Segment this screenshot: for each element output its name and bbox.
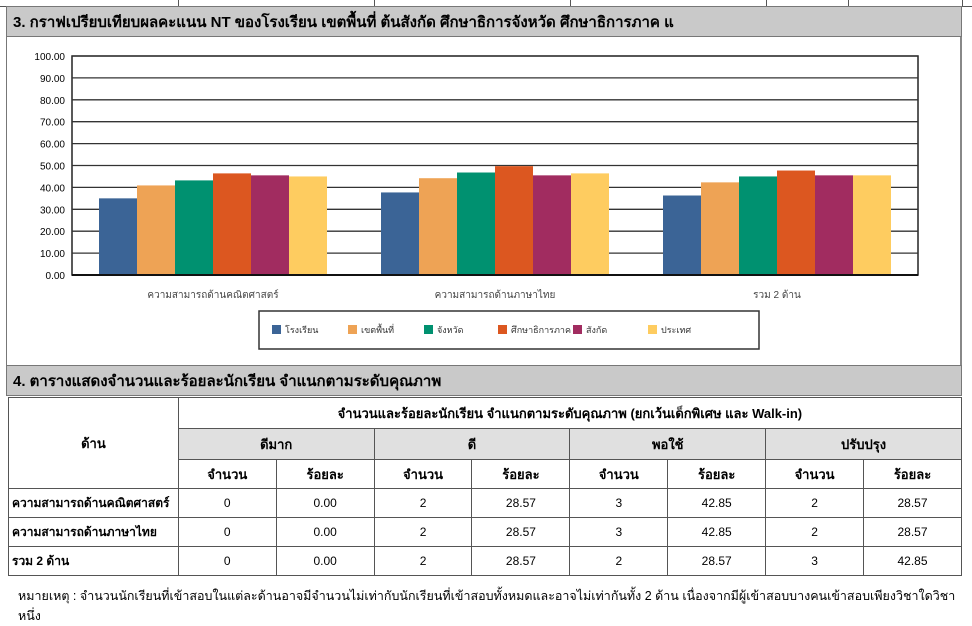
cell-value: 28.57 [471,488,571,518]
cell-value: 3 [569,517,669,547]
legend-label: โรงเรียน [285,325,318,335]
cell-value: 28.57 [471,546,571,576]
bar [815,175,853,275]
bar [663,195,701,275]
bar [419,178,457,275]
count-header: จำนวน [177,459,277,489]
y-tick-label: 0.00 [46,271,66,282]
bar [495,166,533,275]
percent-header: ร้อยละ [275,459,375,489]
row-name: ความสามารถด้านภาษาไทย [8,517,179,547]
cell-value: 42.85 [667,488,767,518]
cell-value: 3 [765,546,865,576]
bar-chart: 0.00 10.00 20.00 30.00 40.00 50.00 60.00 70.00 8… [34,52,919,350]
y-tick-label: 70.00 [40,118,65,129]
bar [137,185,175,275]
x-tick-label: ความสามารถด้านภาษาไทย [435,289,556,301]
table-row: ความสามารถด้านภาษาไทย 0 0.00 2 28.57 3 42.85 2 2… [8,517,962,547]
percent-header: ร้อยละ [471,459,571,489]
percent-header: ร้อยละ [863,459,962,489]
group-header: จำนวนและร้อยละนักเรียน จำแนกตามระดับคุณภ… [177,397,963,429]
legend-swatch [272,325,281,334]
legend-swatch [424,325,433,334]
legend [258,310,760,350]
percent-header: ร้อยละ [667,459,767,489]
aspect-header: ด้าน [8,397,179,489]
section-3-title: 3. กราฟเปรียบเทียบผลคะแนน NT ของโรงเรียน… [6,6,962,37]
bar [213,173,251,275]
cell-value: 0.00 [275,488,375,518]
level-header: ดีมาก [177,428,375,460]
cell-value: 2 [765,517,865,547]
level-header: ปรับปรุง [765,428,962,460]
bar [701,182,739,275]
cell-value: 28.57 [667,546,767,576]
cell-value: 0.00 [275,517,375,547]
bar [99,198,137,275]
count-header: จำนวน [569,459,669,489]
cell-value: 0 [177,488,277,518]
bar [777,170,815,275]
count-header: จำนวน [765,459,865,489]
cell-value: 3 [569,488,669,518]
x-tick-label: ความสามารถด้านคณิตศาสตร์ [147,289,279,301]
bar [457,172,495,275]
legend-label: จังหวัด [437,325,464,335]
y-tick-label: 50.00 [40,162,65,173]
cell-value: 0 [177,546,277,576]
cell-value: 2 [569,546,669,576]
bar [571,173,609,275]
bar [739,176,777,275]
bar [853,175,891,275]
quality-table: ด้าน จำนวนและร้อยละนักเรียน จำแนกตามระดั… [8,397,963,576]
row-name: ความสามารถด้านคณิตศาสตร์ [8,488,179,518]
legend-swatch [348,325,357,334]
legend-swatch [498,325,507,334]
x-tick-label: รวม 2 ด้าน [753,289,801,301]
cell-value: 28.57 [863,517,962,547]
y-tick-label: 10.00 [40,249,65,260]
cell-value: 42.85 [863,546,962,576]
footnote: หมายเหตุ : จำนวนนักเรียนที่เข้าสอบในแต่ล… [18,589,956,623]
y-tick-label: 30.00 [40,205,65,216]
level-header: พอใช้ [569,428,767,460]
cell-value: 0.00 [275,546,375,576]
y-tick-label: 60.00 [40,140,65,151]
y-tick-label: 80.00 [40,96,65,107]
legend-label: ประเทศ [661,325,691,335]
cell-value: 2 [373,488,473,518]
bar [533,175,571,275]
cell-value: 0 [177,517,277,547]
legend-label: ศึกษาธิการภาค [511,325,571,335]
y-tick-label: 40.00 [40,183,65,194]
y-tick-label: 100.00 [34,52,65,63]
bar [175,180,213,275]
count-header: จำนวน [373,459,473,489]
legend-swatch [573,325,582,334]
bar [381,192,419,275]
cell-value: 2 [373,517,473,547]
cell-value: 28.57 [471,517,571,547]
row-name: รวม 2 ด้าน [8,546,179,576]
y-tick-label: 20.00 [40,227,65,238]
bar [289,176,327,275]
legend-label: สังกัด [586,325,607,335]
chart-frame [6,37,962,365]
legend-swatch [648,325,657,334]
level-header: ดี [373,428,571,460]
cell-value: 2 [765,488,865,518]
cell-value: 42.85 [667,517,767,547]
y-tick-label: 90.00 [40,74,65,85]
cell-value: 2 [373,546,473,576]
table-row: ความสามารถด้านคณิตศาสตร์ 0 0.00 2 28.57 3 42.8… [8,488,962,518]
section-4-title: 4. ตารางแสดงจำนวนและร้อยละนักเรียน จำแนก… [6,365,962,396]
cell-value: 28.57 [863,488,962,518]
bar [251,175,289,275]
legend-label: เขตพื้นที่ [361,323,394,335]
table-row: รวม 2 ด้าน 0 0.00 2 28.57 2 28.57 3 42.85 [8,546,962,576]
